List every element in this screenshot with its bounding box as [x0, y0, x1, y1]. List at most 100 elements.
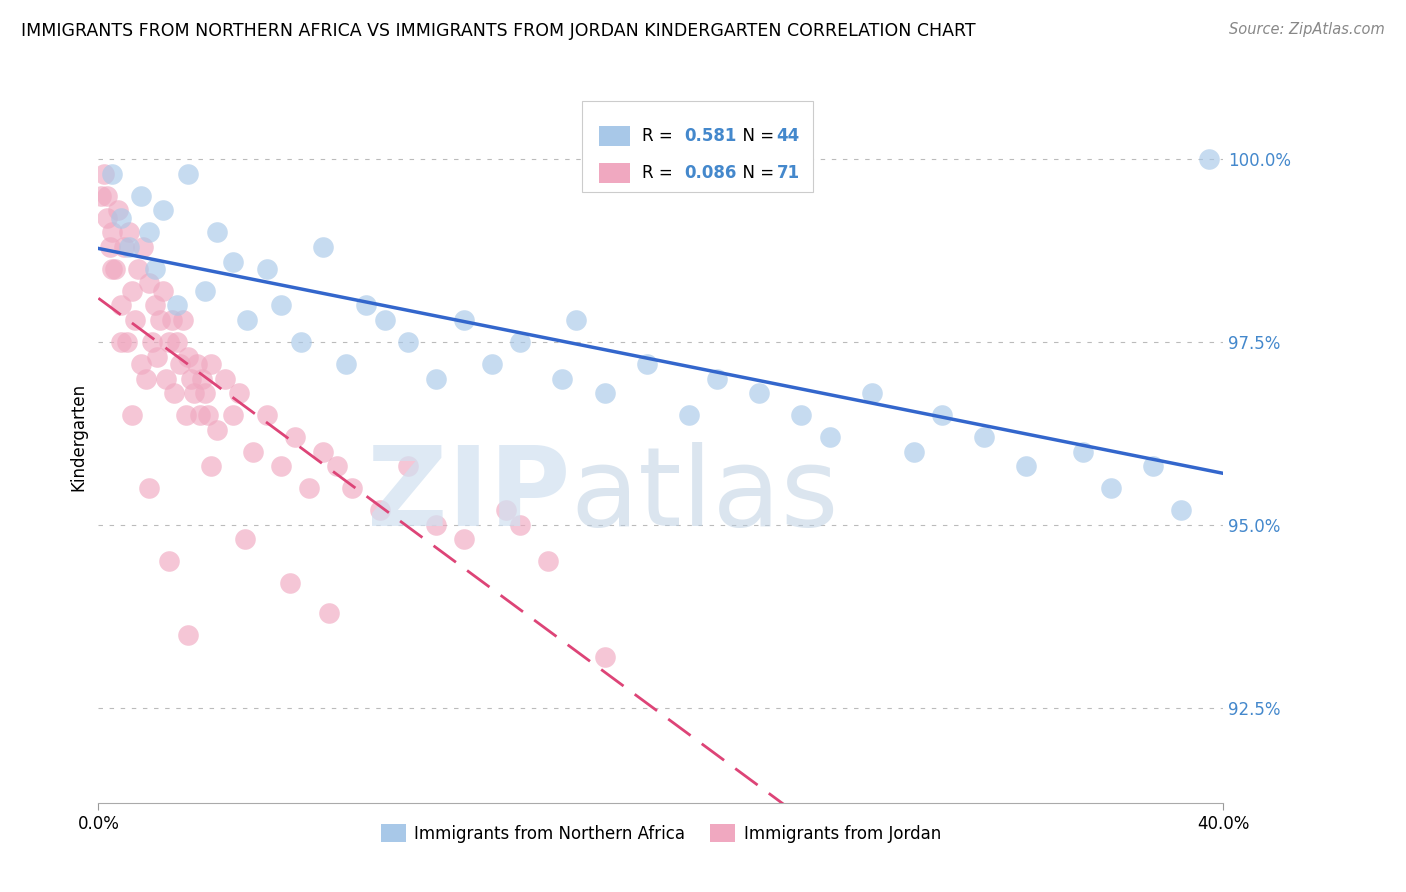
Point — [1015, 459, 1038, 474]
FancyBboxPatch shape — [582, 101, 813, 192]
Point — [509, 517, 531, 532]
Point — [222, 254, 245, 268]
Point — [172, 313, 194, 327]
Point — [236, 313, 259, 327]
Text: R =: R = — [641, 164, 678, 182]
Point — [101, 225, 124, 239]
Point — [124, 313, 146, 327]
Point — [270, 459, 292, 474]
Point — [1071, 444, 1094, 458]
Point — [284, 430, 307, 444]
Point — [157, 554, 180, 568]
Point — [188, 408, 211, 422]
Point — [149, 313, 172, 327]
Point — [96, 211, 118, 225]
Text: N =: N = — [731, 164, 779, 182]
Point — [138, 481, 160, 495]
Point — [101, 261, 124, 276]
Bar — [599, 163, 630, 184]
Point — [107, 203, 129, 218]
Point — [1198, 152, 1220, 166]
Point — [481, 357, 503, 371]
Point — [973, 430, 995, 444]
Point — [121, 284, 143, 298]
Point — [931, 408, 953, 422]
Point — [129, 188, 152, 202]
Point — [110, 334, 132, 349]
Point — [425, 517, 447, 532]
Point — [706, 371, 728, 385]
Point — [326, 459, 349, 474]
Point — [903, 444, 925, 458]
Point — [177, 167, 200, 181]
Point — [186, 357, 208, 371]
Point — [374, 313, 396, 327]
Point — [278, 576, 301, 591]
Point — [191, 371, 214, 385]
Point — [1170, 503, 1192, 517]
Point — [129, 357, 152, 371]
Point — [860, 386, 883, 401]
Point — [166, 334, 188, 349]
Point — [205, 225, 228, 239]
Point — [174, 408, 197, 422]
Legend: Immigrants from Northern Africa, Immigrants from Jordan: Immigrants from Northern Africa, Immigra… — [374, 818, 948, 849]
Point — [138, 277, 160, 291]
Point — [425, 371, 447, 385]
Text: 0.086: 0.086 — [685, 164, 737, 182]
Point — [160, 313, 183, 327]
Point — [143, 261, 166, 276]
Point — [354, 298, 377, 312]
Point — [396, 459, 419, 474]
Point — [157, 334, 180, 349]
Point — [194, 386, 217, 401]
Point — [93, 167, 115, 181]
Point — [197, 408, 219, 422]
Point — [636, 357, 658, 371]
Point — [138, 225, 160, 239]
Point — [110, 298, 132, 312]
Point — [115, 334, 138, 349]
Point — [242, 444, 264, 458]
Text: atlas: atlas — [571, 442, 839, 549]
Point — [152, 284, 174, 298]
Bar — [599, 126, 630, 146]
Point — [121, 408, 143, 422]
Point — [200, 357, 222, 371]
Point — [368, 503, 391, 517]
Point — [90, 188, 112, 202]
Point — [96, 188, 118, 202]
Point — [290, 334, 312, 349]
Point — [678, 408, 700, 422]
Point — [205, 423, 228, 437]
Point — [537, 554, 560, 568]
Point — [180, 371, 202, 385]
Point — [155, 371, 177, 385]
Point — [790, 408, 813, 422]
Point — [112, 240, 135, 254]
Point — [169, 357, 191, 371]
Y-axis label: Kindergarten: Kindergarten — [69, 383, 87, 491]
Point — [312, 240, 335, 254]
Point — [163, 386, 186, 401]
Point — [551, 371, 574, 385]
Point — [228, 386, 250, 401]
Point — [222, 408, 245, 422]
Point — [1142, 459, 1164, 474]
Point — [98, 240, 121, 254]
Point — [298, 481, 321, 495]
Text: 44: 44 — [776, 128, 800, 145]
Point — [256, 408, 278, 422]
Point — [256, 261, 278, 276]
Point — [166, 298, 188, 312]
Point — [233, 533, 256, 547]
Point — [135, 371, 157, 385]
Point — [818, 430, 841, 444]
Point — [509, 334, 531, 349]
Text: Source: ZipAtlas.com: Source: ZipAtlas.com — [1229, 22, 1385, 37]
Point — [152, 203, 174, 218]
Point — [495, 503, 517, 517]
Point — [183, 386, 205, 401]
Text: 71: 71 — [776, 164, 800, 182]
Point — [177, 627, 200, 641]
